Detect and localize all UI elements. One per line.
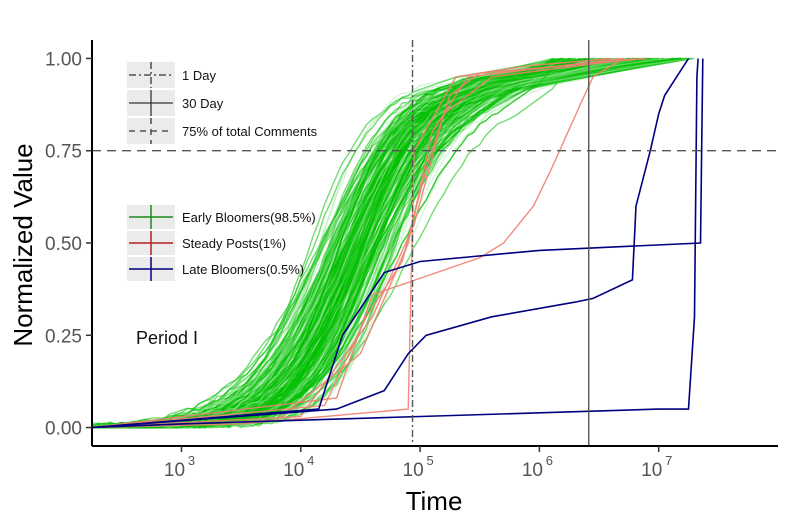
x-axis-title: Time xyxy=(406,486,463,516)
late-bloomer-line xyxy=(91,58,699,429)
y-axis-title: Normalized Value xyxy=(8,143,38,346)
late-bloomer-line xyxy=(91,58,690,429)
late-bloomer-line xyxy=(91,58,704,429)
y-tick-label: 0.75 xyxy=(45,142,82,163)
legend: 1 Day 30 Day 75% of total Comments Early Bl… xyxy=(127,62,318,281)
x-tick-label: 10 xyxy=(403,460,424,481)
steady-post-line xyxy=(91,57,635,429)
x-tick-exponent: 3 xyxy=(188,453,195,468)
y-tick-label: 1.00 xyxy=(45,49,82,70)
steady-post-line xyxy=(91,57,624,429)
legend-group-label: Late Bloomers(0.5%) xyxy=(182,262,304,277)
legend-label: 75% of total Comments xyxy=(182,124,318,139)
x-tick-label: 10 xyxy=(283,460,304,481)
x-tick-label: 10 xyxy=(522,460,543,481)
x-tick-label: 10 xyxy=(164,460,185,481)
legend-label: 30 Day xyxy=(182,96,224,111)
x-tick-exponent: 6 xyxy=(546,453,553,468)
legend-group-label: Steady Posts(1%) xyxy=(182,236,286,251)
legend-group-label: Early Bloomers(98.5%) xyxy=(182,210,316,225)
x-tick-exponent: 7 xyxy=(665,453,672,468)
reference-lines xyxy=(92,40,778,446)
x-tick-label: 10 xyxy=(641,460,662,481)
x-tick-exponent: 5 xyxy=(426,453,433,468)
steady-post-line xyxy=(91,57,647,429)
early-bloomer-line xyxy=(91,57,564,429)
early-bloomer-line xyxy=(91,57,563,429)
y-tick-label: 0.00 xyxy=(45,419,82,440)
period-annotation: Period I xyxy=(136,328,198,348)
y-tick-label: 0.25 xyxy=(45,326,82,347)
x-tick-exponent: 4 xyxy=(307,453,314,468)
y-tick-label: 0.50 xyxy=(45,234,82,255)
legend-label: 1 Day xyxy=(182,68,216,83)
